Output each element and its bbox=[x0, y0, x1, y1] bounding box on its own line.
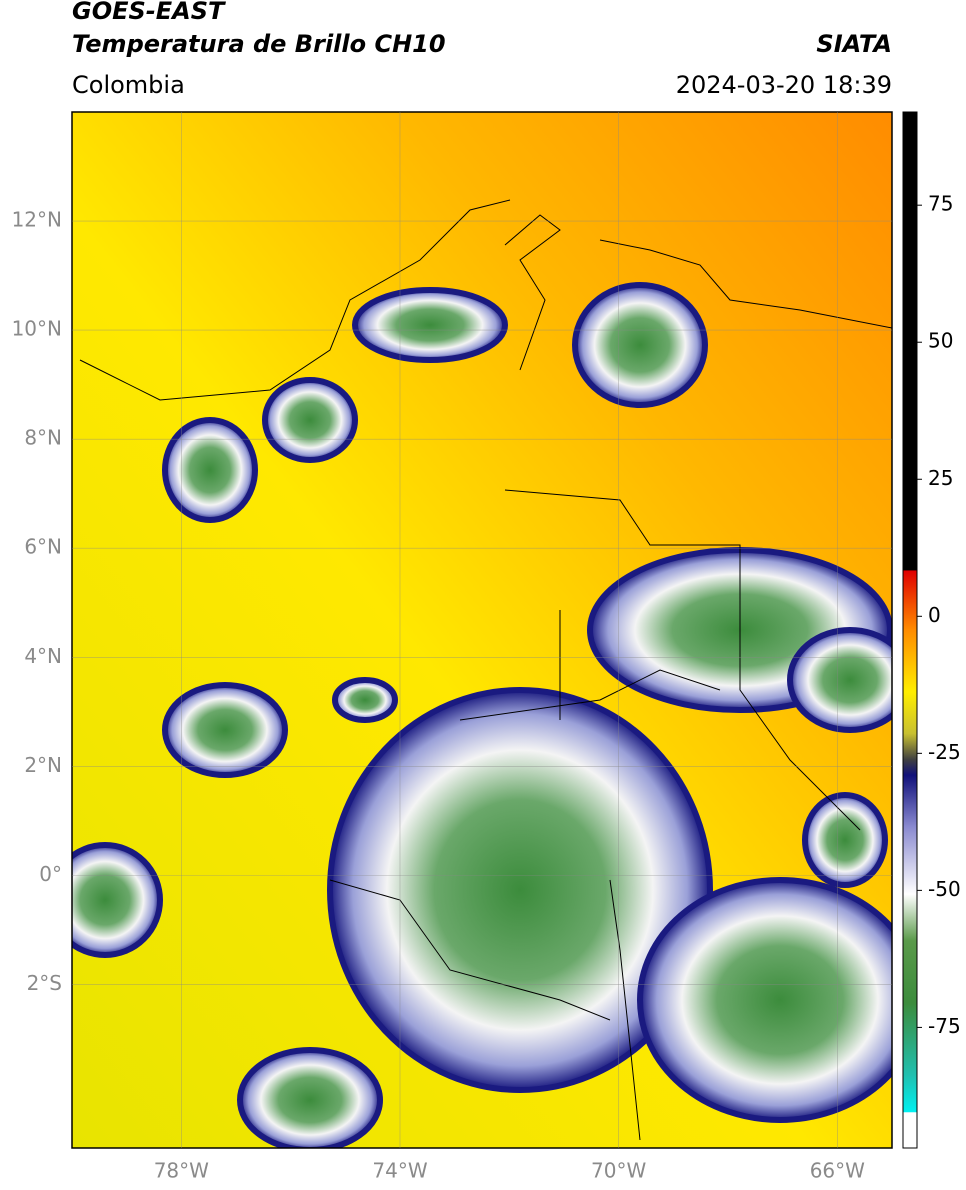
cloud bbox=[162, 417, 258, 523]
subtitle: Temperatura de Brillo CH10 bbox=[72, 30, 446, 58]
colorbar-tick-label: 25 bbox=[928, 466, 953, 490]
cloud bbox=[72, 842, 163, 958]
cloud bbox=[327, 687, 713, 1093]
region: Colombia bbox=[72, 71, 185, 99]
colorbar-tick-label: 0 bbox=[928, 603, 941, 627]
cloud bbox=[162, 682, 288, 778]
y-tick-label: 4°N bbox=[24, 644, 62, 668]
colorbar-tick-label: -50 bbox=[928, 877, 961, 901]
x-tick-label: 74°W bbox=[372, 1159, 427, 1183]
borders bbox=[79, 199, 892, 1141]
x-tick-label: 70°W bbox=[591, 1159, 646, 1183]
y-tick-label: 12°N bbox=[12, 208, 62, 232]
colorbar-tick-label: 50 bbox=[928, 329, 953, 353]
source: SIATA bbox=[816, 30, 892, 58]
cloud bbox=[572, 282, 708, 408]
y-tick-label: 2°N bbox=[24, 753, 62, 777]
colorbar-tick-label: 75 bbox=[928, 192, 953, 216]
map-frame bbox=[71, 111, 893, 1149]
y-tick-label: 2°S bbox=[27, 971, 62, 995]
colorbar-tick-label: -75 bbox=[928, 1014, 961, 1038]
y-tick-label: 8°N bbox=[24, 426, 62, 450]
colorbar bbox=[902, 111, 918, 1149]
colorbar-tick-label: -25 bbox=[928, 740, 961, 764]
title: GOES-EAST bbox=[72, 0, 226, 25]
cloud bbox=[352, 287, 508, 363]
cloud bbox=[637, 877, 892, 1123]
x-tick-label: 78°W bbox=[154, 1159, 209, 1183]
y-tick-label: 6°N bbox=[24, 535, 62, 559]
cloud bbox=[787, 627, 892, 733]
cloud bbox=[332, 677, 398, 723]
cloud bbox=[237, 1047, 383, 1148]
x-tick-label: 66°W bbox=[810, 1159, 865, 1183]
y-tick-label: 0° bbox=[39, 862, 62, 886]
cloud bbox=[262, 377, 358, 463]
y-tick-label: 10°N bbox=[12, 317, 62, 341]
cloud bbox=[802, 792, 888, 888]
timestamp: 2024-03-20 18:39 bbox=[676, 71, 892, 99]
map-image bbox=[72, 112, 892, 1148]
